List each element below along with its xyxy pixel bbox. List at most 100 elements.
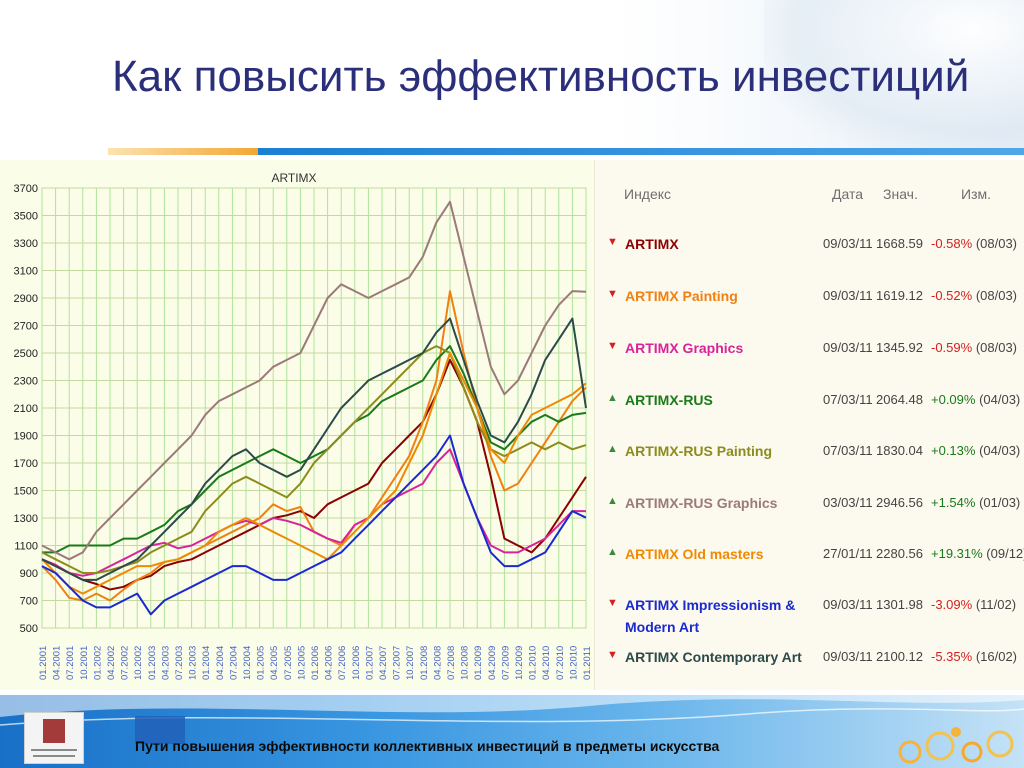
index-change: +19.31% (09/12) [931,543,1024,565]
x-tick-label: 10.2006 [351,646,362,680]
x-tick-label: 01.2009 [473,646,484,680]
index-value: 2064.48 [876,392,923,407]
arrow-down-icon: ▼ [607,236,618,248]
arrow-up-icon: ▲ [607,546,618,558]
change-date: (08/03) [972,340,1018,355]
x-tick-label: 07.2007 [392,646,403,680]
index-change: -0.58% (08/03) [931,233,1017,255]
x-tick-label: 04.2005 [269,646,280,680]
x-tick-label: 07.2002 [120,646,131,680]
change-percent: +0.13% [931,443,976,458]
y-tick-label: 700 [20,596,38,608]
x-tick-label: 10.2004 [242,646,253,680]
x-tick-label: 07.2004 [228,646,239,680]
logo-text-line [33,755,75,757]
x-tick-label: 10.2001 [79,646,90,680]
index-date: 03/03/11 [823,495,873,510]
x-tick-label: 07.2005 [283,646,294,680]
arrow-up-icon: ▲ [607,443,618,455]
index-value: 2280.56 [876,546,923,561]
index-name[interactable]: ARTIMX Old masters [625,546,764,562]
y-tick-label: 1700 [14,458,38,470]
arrow-down-icon: ▼ [607,649,618,661]
change-date: (04/03) [975,392,1021,407]
index-name[interactable]: ARTIMX Impressionism & Modern Art [625,597,796,635]
change-percent: +19.31% [931,546,983,561]
table-row[interactable]: ▼ ARTIMX Painting 09/03/11 1619.12 -0.52% (0… [600,285,1020,325]
index-name[interactable]: ARTIMX Contemporary Art [625,649,802,665]
header-value: Знач. [883,186,918,202]
x-tick-label: 01.2003 [147,646,158,680]
y-tick-label: 3100 [14,266,38,278]
logo-text-line [31,749,77,751]
arrow-up-icon: ▲ [607,495,618,507]
x-tick-label: 04.2008 [432,646,443,680]
organization-logo [24,712,84,764]
index-value: 1345.92 [876,340,923,355]
index-value: 1668.59 [876,236,923,251]
slide-title: Как повысить эффективность инвестиций [112,52,970,101]
table-row[interactable]: ▲ ARTIMX-RUS Graphics 03/03/11 2946.56 +1.54… [600,492,1020,532]
index-date: 09/03/11 [823,288,873,303]
footer-accent-square [135,716,185,744]
x-tick-label: 10.2003 [188,646,199,680]
table-row[interactable]: ▼ ARTIMX Contemporary Art 09/03/11 2100.12-… [600,646,1020,686]
y-tick-label: 2700 [14,321,38,333]
table-row[interactable]: ▲ ARTIMX Old masters 27/01/11 2280.56 +19.31… [600,543,1024,583]
index-table-panel [594,160,1024,690]
index-date: 09/03/11 [823,340,873,355]
x-tick-label: 04.2003 [160,646,171,680]
y-tick-label: 2100 [14,403,38,415]
change-percent: -3.09% [931,597,973,612]
change-date: (01/03) [975,495,1021,510]
x-tick-label: 04.2009 [487,646,498,680]
circles-decoration-icon [898,727,1014,764]
series-line [41,200,587,561]
x-tick-label: 04.2004 [215,646,226,680]
change-date: (08/03) [972,288,1018,303]
index-value: 1301.98 [876,597,923,612]
x-tick-label: 07.2003 [174,646,185,680]
x-tick-label: 07.2001 [65,646,76,680]
x-tick-label: 01.2011 [582,646,593,680]
index-date: 09/03/11 [823,597,873,612]
index-name[interactable]: ARTIMX-RUS Graphics [625,495,778,511]
table-row[interactable]: ▼ ARTIMX Graphics 09/03/11 1345.92 -0.59% (0… [600,337,1020,377]
series-line [41,352,587,595]
table-row[interactable]: ▲ ARTIMX-RUS 07/03/11 2064.48 +0.09% (04/03) [600,389,1020,429]
index-name[interactable]: ARTIMX-RUS Painting [625,443,772,459]
x-tick-label: 10.2002 [133,646,144,680]
y-tick-label: 2500 [14,348,38,360]
x-tick-label: 07.2008 [446,646,457,680]
x-tick-label: 04.2006 [324,646,335,680]
index-date: 09/03/11 [823,649,873,664]
arrow-down-icon: ▼ [607,340,618,352]
header-sheen [764,0,1024,150]
index-value: 1830.04 [876,443,923,458]
index-name[interactable]: ARTIMX-RUS [625,392,713,408]
index-change: +0.09% (04/03) [931,389,1020,411]
change-percent: +1.54% [931,495,976,510]
x-tick-label: 04.2010 [541,646,552,680]
x-tick-label: 07.2006 [337,646,348,680]
change-date: (08/03) [972,236,1018,251]
index-date: 07/03/11 [823,392,873,407]
index-value: 1619.12 [876,288,923,303]
table-row[interactable]: ▲ ARTIMX-RUS Painting 07/03/11 1830.04 +0.13… [600,440,1020,480]
table-row[interactable]: ▼ ARTIMX 09/03/11 1668.59 -0.58% (08/03) [600,233,1020,273]
y-tick-label: 3300 [14,238,38,250]
series-line [41,448,586,577]
table-row[interactable]: ▼ ARTIMX Impressionism & Modern Art 09/03/… [600,594,1020,635]
logo-mark-icon [43,719,65,743]
change-date: (04/03) [975,443,1021,458]
series-line [42,345,587,554]
change-date: (11/02) [972,597,1017,612]
change-date: (16/02) [972,649,1018,664]
y-tick-label: 3500 [14,211,38,223]
change-percent: +0.09% [931,392,976,407]
x-tick-label: 04.2001 [52,646,63,680]
index-name[interactable]: ARTIMX [625,236,679,252]
title-accent-bar [108,148,258,155]
index-name[interactable]: ARTIMX Painting [625,288,738,304]
index-name[interactable]: ARTIMX Graphics [625,340,744,356]
